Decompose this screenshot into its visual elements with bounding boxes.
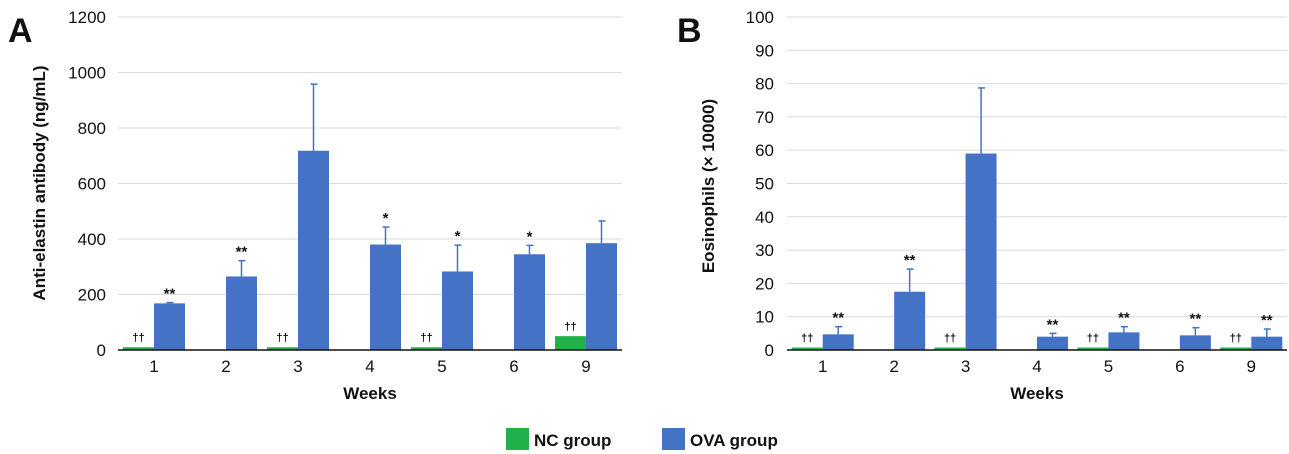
legend-label-ova: OVA group <box>690 431 778 450</box>
panel-a-x-tick-label: 6 <box>509 357 518 376</box>
panel-b-significance-ova-week-6: ** <box>1190 311 1202 328</box>
panel-b-y-tick-label: 30 <box>755 241 774 260</box>
panel-b-bar-ova-week-2 <box>894 291 926 350</box>
panel-a-y-tick-label: 200 <box>78 286 106 305</box>
panel-a-bar-ova-week-1 <box>154 303 185 350</box>
panel-b-bar-nc-week-9 <box>1220 347 1252 350</box>
panel-b-significance-nc-week-3: †† <box>944 333 956 345</box>
panel-a-y-tick-label: 1000 <box>68 64 106 83</box>
panel-a-significance-ova-week-1: ** <box>164 286 176 303</box>
panel-a-bar-ova-week-9 <box>586 243 617 350</box>
panel-b-significance-ova-week-2: ** <box>904 252 916 269</box>
panel-b-significance-nc-week-9: †† <box>1230 333 1242 345</box>
panel-b-significance-ova-week-4: ** <box>1047 316 1059 333</box>
panel-a-bar-nc-week-3 <box>267 347 298 350</box>
panel-a-y-axis-title: Anti-elastin antibody (ng/mL) <box>30 65 49 300</box>
panel-a-x-tick-label: 5 <box>437 357 446 376</box>
panel-b-letter: B <box>677 12 702 50</box>
panel-a-significance-nc-week-1: †† <box>132 332 144 344</box>
panel-a-significance-ova-week-5: * <box>455 228 461 245</box>
panel-b-significance-ova-week-9: ** <box>1261 312 1273 329</box>
panel-b-x-tick-label: 1 <box>818 357 827 376</box>
panel-a-bar-nc-week-9 <box>555 336 586 350</box>
panel-a-y-tick-label: 0 <box>97 341 106 360</box>
panel-a-y-tick-label: 600 <box>78 175 106 194</box>
panel-a-y-tick-label: 400 <box>78 230 106 249</box>
panel-b-x-tick-label: 5 <box>1104 357 1113 376</box>
panel-b-x-axis-title: Weeks <box>1010 384 1064 403</box>
panel-b-y-tick-label: 0 <box>765 341 774 360</box>
panel-b-y-axis-title: Eosinophils (× 10000) <box>699 99 718 273</box>
panel-a-letter: A <box>8 12 33 50</box>
panel-b-chart: B 0 10 20 30 40 50 60 70 80 90 100 1 2 3 4 5 6 9 †† †† †† †… <box>677 8 1287 403</box>
panel-b-significance-ova-week-1: ** <box>832 310 844 327</box>
panel-a-x-tick-label: 1 <box>149 357 158 376</box>
panel-b-x-tick-label: 6 <box>1175 357 1184 376</box>
panel-b-y-tick-label: 20 <box>755 274 774 293</box>
panel-b-y-tick-label: 90 <box>755 41 774 60</box>
panel-a-bar-ova-week-4 <box>370 244 401 350</box>
panel-a-chart: A 0 200 400 600 800 1000 1200 1 2 3 4 5 6 9 †† †† †† ††… <box>8 8 622 403</box>
panel-a-significance-ova-week-6: * <box>527 228 533 245</box>
panel-a-bar-nc-week-5 <box>411 347 442 350</box>
legend: NC group OVA group <box>506 428 778 450</box>
panel-a-x-tick-label: 9 <box>581 357 590 376</box>
panel-b-y-tick-label: 80 <box>755 75 774 94</box>
legend-swatch-nc <box>506 428 529 450</box>
panel-b-significance-nc-week-5: †† <box>1087 333 1099 345</box>
panel-a-significance-nc-week-3: †† <box>276 332 288 344</box>
panel-b-bar-ova-week-6 <box>1179 335 1211 350</box>
legend-swatch-ova <box>662 428 685 450</box>
panel-a-y-tick-label: 1200 <box>68 8 106 27</box>
panel-b-bar-ova-week-5 <box>1108 332 1140 350</box>
panel-b-x-tick-label: 4 <box>1032 357 1041 376</box>
panel-a-significance-nc-week-5: †† <box>420 332 432 344</box>
panel-b-y-tick-label: 50 <box>755 175 774 194</box>
panel-b-y-tick-label: 10 <box>755 308 774 327</box>
panel-b-bar-ova-week-1 <box>822 334 854 350</box>
panel-b-y-tick-label: 100 <box>746 8 774 27</box>
panel-b-significance-nc-week-1: †† <box>801 333 813 345</box>
panel-a-bar-ova-week-2 <box>226 276 257 350</box>
panel-b-x-tick-label: 9 <box>1247 357 1256 376</box>
panel-a-bar-ova-week-5 <box>442 271 473 350</box>
panel-b-bar-ova-week-9 <box>1251 336 1283 350</box>
panel-a-bar-nc-week-1 <box>123 347 154 350</box>
panel-a-y-tick-label: 800 <box>78 119 106 138</box>
panel-b-y-tick-label: 40 <box>755 208 774 227</box>
panel-b-significance-ova-week-5: ** <box>1118 310 1130 327</box>
panel-b-bar-nc-week-3 <box>934 347 966 350</box>
panel-b-y-tick-label: 60 <box>755 141 774 160</box>
panel-a-x-tick-label: 2 <box>221 357 230 376</box>
panel-b-bar-ova-week-3 <box>965 153 997 350</box>
panel-b-x-tick-label: 2 <box>889 357 898 376</box>
panel-a-x-tick-label: 3 <box>293 357 302 376</box>
panel-a-significance-nc-week-9: †† <box>564 321 576 333</box>
panel-b-bar-ova-week-4 <box>1037 336 1069 350</box>
panel-b-bar-nc-week-5 <box>1077 347 1109 350</box>
panel-a-significance-ova-week-2: ** <box>236 244 248 261</box>
panel-b-x-tick-label: 3 <box>961 357 970 376</box>
legend-label-nc: NC group <box>534 431 611 450</box>
panel-a-x-tick-label: 4 <box>365 357 374 376</box>
panel-a-significance-ova-week-4: * <box>383 210 389 227</box>
panel-a-x-axis-title: Weeks <box>343 384 397 403</box>
panel-b-y-tick-label: 70 <box>755 108 774 127</box>
panel-b-bar-nc-week-1 <box>791 347 823 350</box>
panel-a-bar-ova-week-6 <box>514 254 545 350</box>
panel-a-bar-ova-week-3 <box>298 150 329 350</box>
